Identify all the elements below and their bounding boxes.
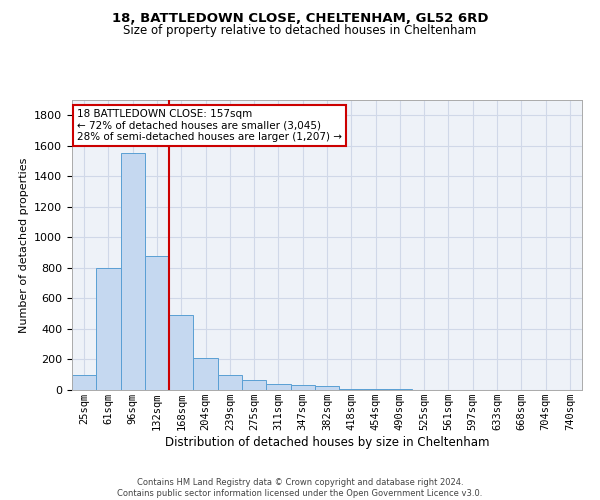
Bar [193,358,218,390]
Bar [145,256,169,390]
Text: 18, BATTLEDOWN CLOSE, CHELTENHAM, GL52 6RD: 18, BATTLEDOWN CLOSE, CHELTENHAM, GL52 6… [112,12,488,26]
Bar [388,389,412,390]
Text: 18 BATTLEDOWN CLOSE: 157sqm
← 72% of detached houses are smaller (3,045)
28% of : 18 BATTLEDOWN CLOSE: 157sqm ← 72% of det… [77,108,342,142]
Bar [96,268,121,390]
Bar [218,374,242,390]
Text: Distribution of detached houses by size in Cheltenham: Distribution of detached houses by size … [165,436,489,449]
Y-axis label: Number of detached properties: Number of detached properties [19,158,29,332]
Bar [72,374,96,390]
Bar [242,380,266,390]
Bar [121,154,145,390]
Bar [169,315,193,390]
Text: Contains HM Land Registry data © Crown copyright and database right 2024.
Contai: Contains HM Land Registry data © Crown c… [118,478,482,498]
Bar [364,389,388,390]
Bar [290,386,315,390]
Bar [315,386,339,390]
Bar [266,384,290,390]
Bar [339,389,364,390]
Text: Size of property relative to detached houses in Cheltenham: Size of property relative to detached ho… [124,24,476,37]
